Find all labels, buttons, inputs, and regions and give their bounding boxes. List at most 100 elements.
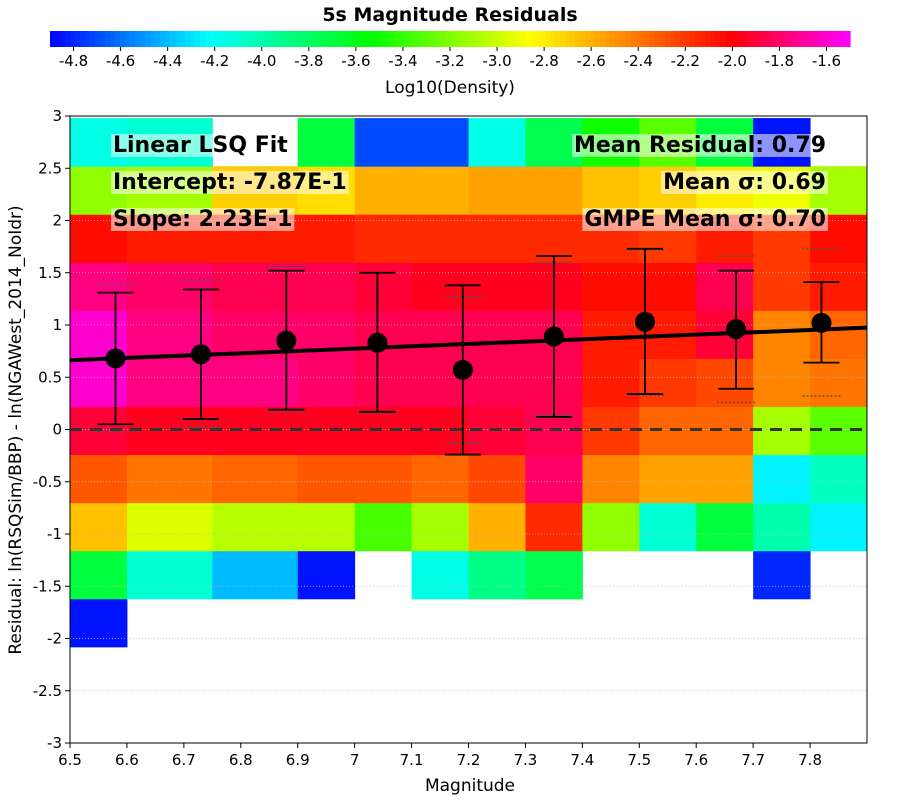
y-tick-label: 3 <box>52 107 62 125</box>
heatmap-cell <box>696 358 754 408</box>
heatmap-cell <box>525 214 583 263</box>
colorbar-segment <box>840 31 846 47</box>
x-tick-label: 6.5 <box>58 751 82 769</box>
heatmap-cell <box>212 262 299 311</box>
colorbar-segment <box>775 31 781 47</box>
colorbar-segment <box>635 31 641 47</box>
heatmap-cell <box>70 502 128 552</box>
heatmap-cell <box>411 262 469 311</box>
colorbar-segment <box>340 31 346 47</box>
colorbar-segment <box>640 31 646 47</box>
colorbar-segment <box>555 31 561 47</box>
colorbar-segment <box>450 31 456 47</box>
data-point <box>634 311 655 332</box>
colorbar-segment <box>425 31 431 47</box>
colorbar-segment <box>150 31 156 47</box>
colorbar-segment <box>50 31 56 47</box>
colorbar-segment <box>660 31 666 47</box>
colorbar-segment <box>300 31 306 47</box>
colorbar-segment <box>310 31 316 47</box>
colorbar-segment <box>325 31 331 47</box>
colorbar-tick-label: -1.8 <box>765 52 794 70</box>
colorbar-tick-label: -2.2 <box>671 52 700 70</box>
data-point <box>105 348 126 369</box>
colorbar-segment <box>110 31 116 47</box>
colorbar-segment <box>265 31 271 47</box>
colorbar-segment <box>405 31 411 47</box>
colorbar-segment <box>210 31 216 47</box>
heatmap-cell <box>126 262 213 311</box>
colorbar-tick-label: -3.6 <box>341 52 370 70</box>
colorbar-segment <box>545 31 551 47</box>
colorbar-segment <box>725 31 731 47</box>
y-tick-label: -1.5 <box>33 577 62 595</box>
annotation-left: Slope: 2.23E-1 <box>113 207 292 232</box>
colorbar-segment <box>605 31 611 47</box>
colorbar-segment <box>215 31 221 47</box>
colorbar-segment <box>345 31 351 47</box>
colorbar-segment <box>385 31 391 47</box>
y-tick-label: 1 <box>52 316 62 334</box>
colorbar-segment <box>160 31 166 47</box>
heatmap-cell <box>810 454 868 504</box>
colorbar-segment <box>155 31 161 47</box>
heatmap-cell <box>297 358 356 408</box>
heatmap-cell <box>411 502 469 552</box>
colorbar-segment <box>100 31 106 47</box>
colorbar-segment <box>505 31 511 47</box>
data-point <box>452 359 473 380</box>
colorbar-segment <box>675 31 681 47</box>
heatmap-cell <box>126 358 213 408</box>
colorbar-tick-label: -3.2 <box>435 52 464 70</box>
colorbar-tick-label: -3.4 <box>388 52 417 70</box>
x-tick-label: 7.4 <box>570 751 594 769</box>
colorbar-segment <box>740 31 746 47</box>
heatmap-cell <box>468 550 526 600</box>
heatmap-cell <box>70 598 128 648</box>
heatmap-cell <box>297 550 356 600</box>
heatmap-cell <box>525 166 583 215</box>
y-tick-label: -0.5 <box>33 473 62 491</box>
heatmap-cell <box>582 166 640 215</box>
colorbar-segment <box>415 31 421 47</box>
colorbar-segment <box>515 31 521 47</box>
colorbar-segment <box>360 31 366 47</box>
heatmap-cell <box>70 454 128 504</box>
colorbar-segment <box>625 31 631 47</box>
heatmap-cell <box>411 118 469 167</box>
heatmap-cell <box>468 310 526 359</box>
heatmap-cell <box>297 502 356 552</box>
x-tick-label: 6.6 <box>115 751 139 769</box>
annotation-right: Mean σ: 0.69 <box>663 170 826 195</box>
x-tick-label: 7.6 <box>684 751 708 769</box>
colorbar-segment <box>825 31 831 47</box>
x-axis-label: Magnitude <box>425 776 515 796</box>
heatmap-cell <box>126 454 213 504</box>
colorbar-segment <box>220 31 226 47</box>
data-point <box>543 326 564 347</box>
colorbar-segment <box>200 31 206 47</box>
colorbar-segment <box>830 31 836 47</box>
plot-area: Linear LSQ Fit Intercept: -7.87E-1 Slope: … <box>33 107 868 769</box>
colorbar-segment <box>95 31 101 47</box>
x-tick-label: 6.9 <box>286 751 310 769</box>
colorbar-segment <box>85 31 91 47</box>
chart-title: 5s Magnitude Residuals <box>322 4 577 26</box>
annotation-left-background <box>111 208 295 231</box>
heatmap-cell <box>411 214 469 263</box>
colorbar-segment <box>730 31 736 47</box>
data-point <box>276 330 297 351</box>
colorbar-segment <box>205 31 211 47</box>
heatmap-cell <box>354 310 413 359</box>
heatmap-cell <box>354 166 413 215</box>
colorbar-segment <box>320 31 326 47</box>
colorbar-segment <box>430 31 436 47</box>
colorbar-segment <box>125 31 131 47</box>
colorbar-segment <box>700 31 706 47</box>
colorbar-segment <box>335 31 341 47</box>
heatmap-cell <box>212 502 299 552</box>
colorbar-segment <box>510 31 516 47</box>
colorbar-segment <box>790 31 796 47</box>
x-tick-label: 7.7 <box>741 751 765 769</box>
colorbar-segment <box>615 31 621 47</box>
